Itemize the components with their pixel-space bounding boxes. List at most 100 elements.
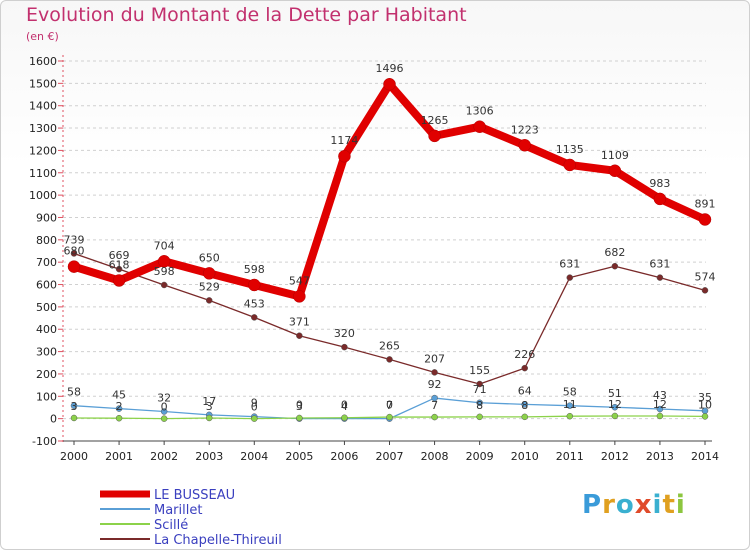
data-point: [202, 267, 216, 280]
data-point: [70, 414, 78, 422]
data-point: [611, 403, 619, 411]
x-tick-label: 2005: [285, 450, 313, 463]
data-label: 17: [202, 395, 216, 408]
y-tick-label: -100: [32, 435, 57, 448]
data-point: [521, 413, 528, 421]
data-label: 739: [64, 233, 85, 246]
legend-label: LE BUSSEAU: [154, 488, 235, 503]
data-label: 1223: [511, 123, 539, 136]
data-point: [115, 405, 123, 412]
data-label: 1174: [330, 134, 358, 147]
data-point: [70, 250, 78, 257]
x-tick-label: 2003: [195, 450, 223, 463]
data-point: [293, 290, 306, 303]
y-tick-label: 600: [36, 279, 57, 292]
data-point: [115, 265, 123, 273]
data-label: 226: [514, 348, 535, 361]
logo-letter: i: [675, 490, 686, 520]
x-tick-labels: 2000 2001 2002 2003 2004 2005 2006 2007 2008 2009…: [60, 450, 719, 463]
data-label: 453: [244, 297, 265, 310]
data-point: [701, 413, 709, 420]
y-tick-label: 900: [36, 211, 57, 224]
data-label: 10: [698, 398, 712, 411]
data-point: [563, 158, 577, 172]
data-label: 4: [341, 400, 348, 413]
data-labels: 6806187046505985471174149612651306122311…: [64, 62, 716, 413]
x-tick-label: 2014: [691, 450, 719, 463]
data-label: 35: [698, 391, 712, 404]
data-label: 12: [653, 398, 667, 411]
x-tick-label: 2010: [511, 450, 539, 463]
y-tick-label: 1500: [29, 77, 57, 90]
data-label: 58: [563, 386, 577, 399]
data-point: [608, 164, 622, 178]
data-label: 574: [695, 270, 716, 283]
y-tick-label: 500: [36, 301, 57, 314]
y-tick-label: 100: [36, 390, 57, 403]
data-label: 9: [251, 397, 258, 410]
series-lines: [67, 77, 712, 422]
data-point: [160, 281, 168, 289]
chart-subtitle: (en €): [26, 30, 59, 43]
data-point: [653, 192, 667, 206]
data-point: [431, 369, 438, 376]
y-tick-label: 200: [36, 368, 57, 381]
data-label: 547: [289, 274, 310, 287]
data-label: 11: [563, 398, 577, 411]
data-label: 265: [379, 339, 400, 352]
data-point: [656, 405, 664, 413]
data-label: 207: [424, 352, 445, 365]
data-point: [115, 414, 123, 422]
logo-letter: t: [662, 490, 676, 520]
data-point: [67, 260, 81, 273]
x-tick-label: 2004: [240, 450, 268, 463]
data-point: [476, 413, 483, 421]
data-label: 8: [476, 399, 483, 412]
data-point: [160, 415, 168, 422]
y-tick-label: 1600: [29, 55, 57, 68]
y-tick-label: 1200: [29, 144, 57, 157]
x-tick-label: 2008: [421, 450, 449, 463]
x-tick-label: 2002: [150, 450, 178, 463]
data-point: [566, 412, 574, 420]
data-label: 371: [289, 316, 310, 329]
data-label: 598: [244, 263, 265, 276]
y-tick-label: 1100: [29, 167, 57, 180]
data-label: 618: [109, 259, 130, 272]
x-tick-label: 2013: [646, 450, 674, 463]
data-point: [296, 414, 303, 422]
data-point: [476, 380, 483, 388]
data-point: [476, 399, 483, 407]
data-point: [521, 401, 528, 408]
data-label: 631: [649, 258, 670, 271]
data-label: 3: [71, 400, 78, 413]
data-label: 12: [608, 398, 622, 411]
y-tick-label: 300: [36, 346, 57, 359]
data-point: [205, 297, 213, 304]
proxiti-logo: Proxiti: [582, 490, 686, 520]
y-tick-label: 1400: [29, 100, 57, 113]
data-label: 3: [296, 400, 303, 413]
data-point: [112, 274, 126, 287]
data-label: 0: [341, 399, 348, 412]
data-label: 682: [604, 246, 625, 259]
chart-title: Evolution du Montant de la Dette par Hab…: [26, 4, 467, 26]
data-label: 7: [431, 399, 438, 412]
y-tick-label: 800: [36, 234, 57, 247]
data-label: 64: [518, 384, 532, 397]
legend-label: Marillet: [154, 503, 202, 518]
data-point: [383, 77, 396, 91]
data-point: [431, 394, 438, 402]
data-label: 1109: [601, 149, 629, 162]
data-label: 58: [67, 386, 81, 399]
data-label: 92: [428, 378, 442, 391]
data-point: [341, 414, 348, 422]
data-point: [338, 149, 351, 163]
grid-lines: [63, 60, 706, 442]
data-label: 43: [653, 389, 667, 402]
data-point: [611, 262, 619, 270]
data-label: 0: [251, 401, 258, 414]
data-label: 8: [521, 399, 528, 412]
